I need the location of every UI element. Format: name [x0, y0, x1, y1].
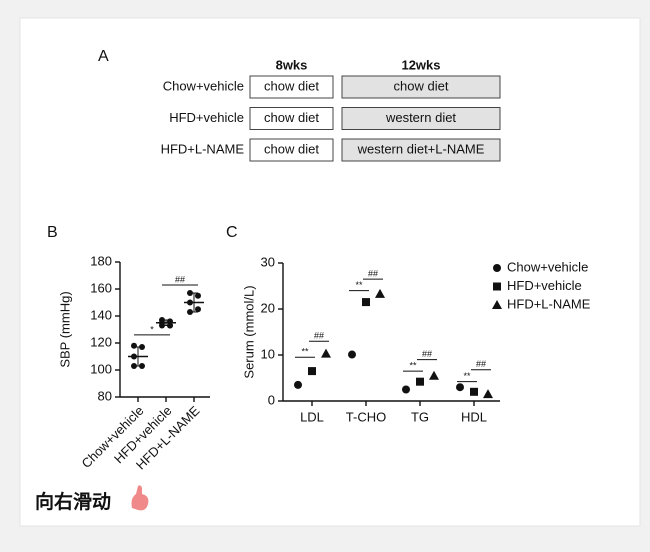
sig-label: ##: [476, 359, 486, 369]
column-header: 12wks: [401, 57, 440, 72]
marker: [308, 367, 316, 376]
diet-text: chow diet: [394, 78, 449, 93]
legend-label: Chow+vehicle: [507, 259, 588, 274]
y-tick-label: 80: [98, 388, 112, 403]
marker: [294, 380, 302, 389]
marker: [321, 348, 331, 358]
error-bar: [134, 346, 142, 367]
x-tick-label: HDL: [461, 409, 487, 424]
sig-label: ##: [314, 331, 324, 341]
diet-text: chow diet: [264, 110, 319, 125]
row-label: Chow+vehicle: [163, 78, 244, 93]
marker: [195, 292, 201, 299]
sig-label: **: [301, 347, 309, 357]
y-tick-label: 180: [90, 253, 112, 268]
y-axis-label: SBP (mmHg): [57, 291, 72, 367]
marker: [493, 282, 501, 291]
marker: [470, 387, 478, 396]
marker: [375, 288, 385, 298]
marker: [362, 298, 370, 307]
y-tick-label: 20: [261, 300, 275, 315]
diet-box: [249, 75, 334, 99]
marker: [456, 383, 464, 392]
diet-box: [249, 138, 334, 162]
sig-label: **: [409, 360, 417, 370]
caption: 向右滑动: [35, 490, 111, 513]
hand-icon: [131, 485, 149, 511]
sig-label: *: [150, 324, 154, 334]
marker: [429, 370, 439, 380]
panel-label: B: [47, 224, 58, 241]
marker: [348, 350, 356, 359]
sig-label: ##: [175, 274, 185, 284]
marker: [131, 342, 137, 349]
diet-text: chow diet: [264, 141, 319, 156]
legend-label: HFD+L-NAME: [507, 296, 591, 311]
marker: [402, 385, 410, 394]
marker: [483, 389, 493, 399]
diet-box: [249, 107, 334, 130]
card: [19, 17, 641, 527]
row-label: HFD+vehicle: [169, 110, 244, 125]
x-tick-label: T-CHO: [346, 409, 386, 424]
y-tick-label: 140: [90, 307, 112, 322]
marker: [195, 306, 201, 313]
sig-label: **: [463, 371, 471, 381]
column-header: 8wks: [276, 57, 308, 72]
diet-text: western diet: [385, 110, 456, 125]
panel-label: C: [226, 224, 238, 241]
y-tick-label: 0: [268, 392, 275, 407]
diet-text: chow diet: [264, 78, 319, 93]
y-tick-label: 30: [261, 254, 275, 269]
y-tick-label: 100: [90, 361, 112, 376]
legend-label: HFD+vehicle: [507, 278, 582, 293]
y-axis-label: Serum (mmol/L): [241, 285, 256, 378]
marker: [492, 300, 502, 309]
diet-box: [341, 138, 501, 162]
sig-label: ##: [422, 349, 432, 359]
error-bar: [190, 292, 198, 313]
y-tick-label: 10: [261, 346, 275, 361]
marker: [493, 264, 501, 272]
y-tick-label: 160: [90, 280, 112, 295]
y-tick-label: 120: [90, 334, 112, 349]
panel-label: A: [98, 48, 109, 65]
x-tick-label: LDL: [300, 409, 324, 424]
sig-label: **: [355, 280, 363, 290]
diet-box: [341, 107, 501, 130]
error-bar: [162, 319, 170, 326]
marker: [416, 377, 424, 386]
diet-text: western diet+L-NAME: [357, 141, 485, 156]
x-tick-label: TG: [411, 409, 429, 424]
row-label: HFD+L-NAME: [161, 141, 245, 156]
sig-label: ##: [368, 268, 378, 278]
diet-box: [341, 75, 501, 99]
